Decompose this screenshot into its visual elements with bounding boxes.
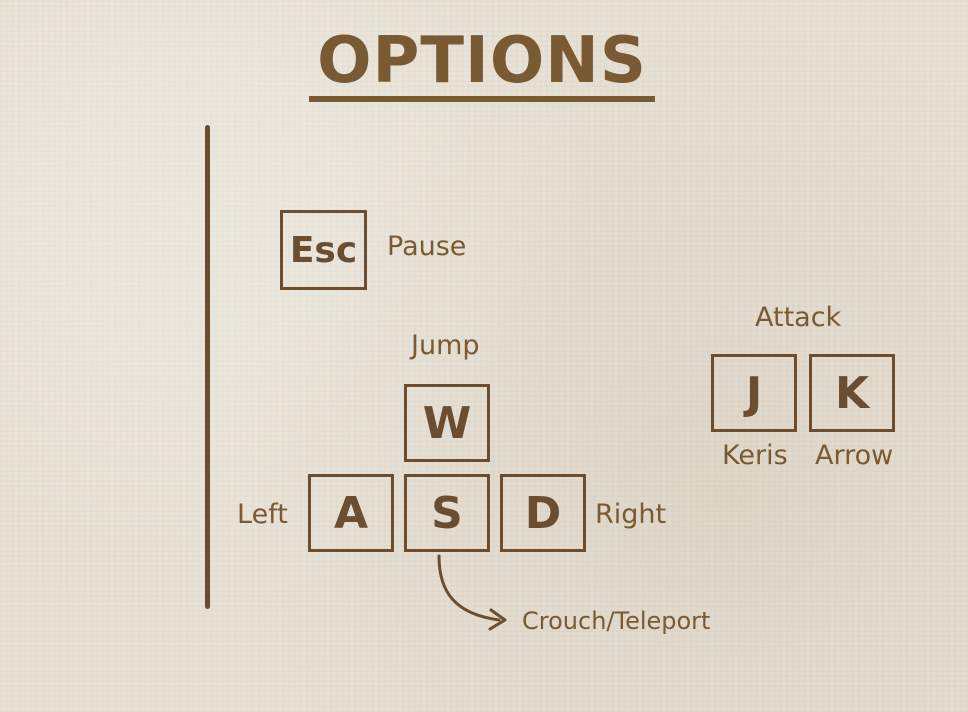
k-key: K: [809, 354, 895, 432]
j-key: J: [711, 354, 797, 432]
curved-arrow-icon: [437, 554, 507, 631]
options-title: OPTIONS: [317, 24, 647, 98]
d-key: D: [500, 474, 586, 552]
keris-label: Keris: [722, 440, 788, 471]
s-key: S: [404, 474, 490, 552]
a-key: A: [308, 474, 394, 552]
w-key: W: [404, 384, 490, 462]
left-label: Left: [237, 499, 288, 530]
crouch-teleport-label: Crouch/Teleport: [522, 607, 711, 635]
title-underline: [309, 96, 655, 102]
arrow-label: Arrow: [815, 440, 894, 471]
right-label: Right: [595, 499, 667, 530]
jump-label: Jump: [411, 330, 480, 361]
esc-key: Esc: [280, 210, 367, 290]
attack-heading: Attack: [755, 302, 842, 333]
pause-label: Pause: [387, 231, 467, 262]
vertical-divider: [205, 125, 210, 609]
